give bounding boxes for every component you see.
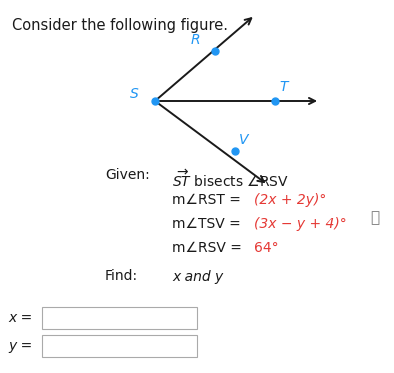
Text: R: R	[190, 33, 200, 47]
Text: $\overrightarrow{ST}$ bisects ∠RSV: $\overrightarrow{ST}$ bisects ∠RSV	[172, 168, 289, 190]
Text: ⓘ: ⓘ	[370, 210, 379, 226]
FancyBboxPatch shape	[42, 335, 197, 357]
Text: m∠RST =: m∠RST =	[172, 192, 245, 207]
FancyBboxPatch shape	[42, 307, 197, 329]
Text: T: T	[279, 80, 288, 94]
Text: V: V	[239, 133, 249, 147]
Text: S: S	[130, 87, 139, 101]
Text: Consider the following figure.: Consider the following figure.	[12, 18, 228, 33]
Text: x and y: x and y	[172, 270, 223, 283]
Text: m∠TSV =: m∠TSV =	[172, 217, 245, 231]
Text: Find:: Find:	[105, 270, 138, 283]
Text: Given:: Given:	[105, 168, 150, 182]
Text: (3x − y + 4)°: (3x − y + 4)°	[254, 217, 347, 231]
Text: 64°: 64°	[254, 241, 279, 256]
Text: y =: y =	[8, 339, 32, 353]
Text: (2x + 2y)°: (2x + 2y)°	[254, 192, 326, 207]
Text: m∠RSV =: m∠RSV =	[172, 241, 246, 256]
Text: x =: x =	[8, 311, 32, 325]
